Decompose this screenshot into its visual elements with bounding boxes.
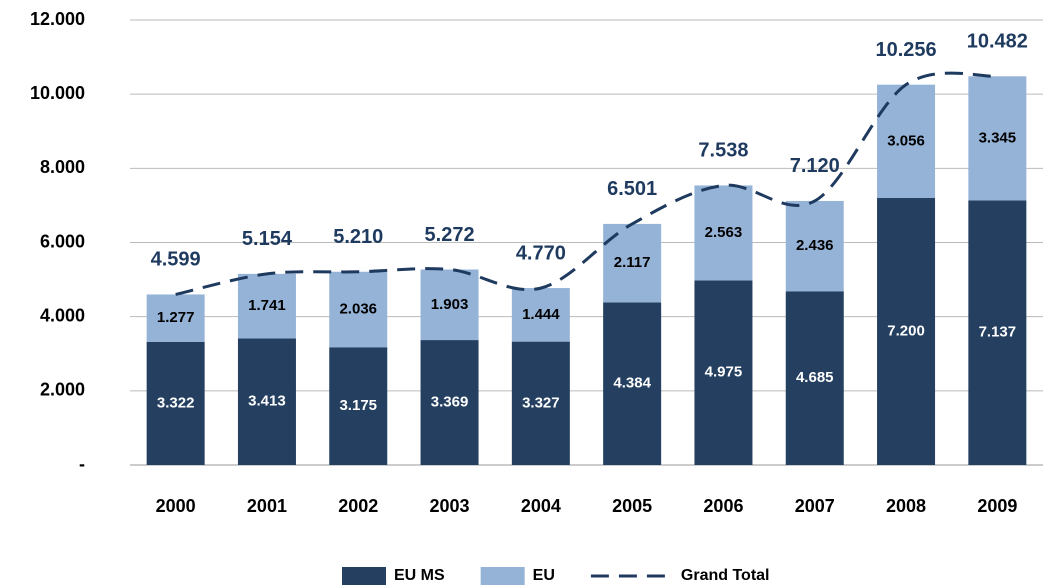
bar-segment xyxy=(511,288,570,342)
total-label: 5.272 xyxy=(425,224,475,246)
x-tick-label: 2001 xyxy=(247,496,287,516)
total-label: 5.154 xyxy=(242,228,293,250)
data-label: 3.345 xyxy=(979,129,1017,146)
data-label: 2.117 xyxy=(614,254,651,271)
data-label: 1.741 xyxy=(248,297,286,314)
x-tick-label: 2007 xyxy=(795,496,835,516)
y-tick-label: 12.000 xyxy=(30,9,85,29)
total-label: 4.770 xyxy=(516,242,566,264)
y-tick-label: 4.000 xyxy=(40,305,85,325)
x-tick-label: 2009 xyxy=(977,496,1017,516)
bar-segment xyxy=(511,341,570,465)
legend-label: EU MS xyxy=(394,567,445,584)
data-label: 3.369 xyxy=(431,394,469,411)
data-label: 1.444 xyxy=(522,306,560,323)
data-label: 3.322 xyxy=(157,394,195,411)
data-label: 1.277 xyxy=(157,309,195,326)
data-label: 2.036 xyxy=(339,300,377,317)
bar-segment xyxy=(968,200,1027,465)
bar-segment xyxy=(329,271,388,348)
y-tick-label: - xyxy=(79,454,85,474)
data-label: 2.563 xyxy=(705,224,743,241)
bar-segment xyxy=(420,269,479,341)
data-label: 3.327 xyxy=(522,394,560,411)
x-tick-label: 2003 xyxy=(430,496,470,516)
bar-segment xyxy=(694,280,753,465)
bar-segment xyxy=(146,341,205,465)
total-label: 7.120 xyxy=(790,155,840,177)
x-tick-label: 2005 xyxy=(612,496,652,516)
bar-segment xyxy=(785,291,844,465)
total-label: 10.482 xyxy=(967,31,1028,53)
data-label: 4.975 xyxy=(705,364,743,381)
x-tick-label: 2000 xyxy=(156,496,196,516)
data-label: 7.137 xyxy=(979,324,1017,341)
legend-swatch xyxy=(480,567,525,585)
bar-segment xyxy=(694,185,753,281)
y-tick-label: 8.000 xyxy=(40,157,85,177)
bar-segment xyxy=(146,294,205,342)
data-label: 3.413 xyxy=(248,393,286,410)
x-tick-label: 2002 xyxy=(338,496,378,516)
data-label: 4.384 xyxy=(613,375,651,392)
bar-segment xyxy=(968,76,1027,201)
legend-label: Grand Total xyxy=(681,567,770,584)
data-label: 4.685 xyxy=(796,369,834,386)
bar-segment xyxy=(785,200,844,292)
total-label: 5.210 xyxy=(333,226,383,248)
bar-segment xyxy=(329,347,388,465)
x-tick-label: 2004 xyxy=(521,496,561,516)
x-tick-label: 2006 xyxy=(703,496,743,516)
data-label: 3.175 xyxy=(339,397,377,414)
x-tick-label: 2008 xyxy=(886,496,926,516)
data-label: 2.436 xyxy=(796,237,834,254)
total-label: 10.256 xyxy=(875,39,936,61)
bar-segment xyxy=(237,273,296,339)
y-tick-label: 2.000 xyxy=(40,380,85,400)
total-line xyxy=(175,71,998,296)
bar-segment xyxy=(237,338,296,465)
legend-label: EU xyxy=(533,567,555,584)
data-label: 3.056 xyxy=(887,132,925,149)
y-tick-label: 6.000 xyxy=(40,231,85,251)
legend-swatch xyxy=(342,567,386,585)
total-label: 4.599 xyxy=(151,249,201,271)
total-label: 6.501 xyxy=(607,178,657,200)
data-label: 1.903 xyxy=(431,296,469,313)
y-tick-label: 10.000 xyxy=(30,83,85,103)
total-label: 7.538 xyxy=(698,140,748,162)
bar-segment xyxy=(420,340,479,465)
bar-segment xyxy=(603,302,662,465)
bar-segment xyxy=(877,198,936,465)
data-label: 7.200 xyxy=(887,322,925,339)
